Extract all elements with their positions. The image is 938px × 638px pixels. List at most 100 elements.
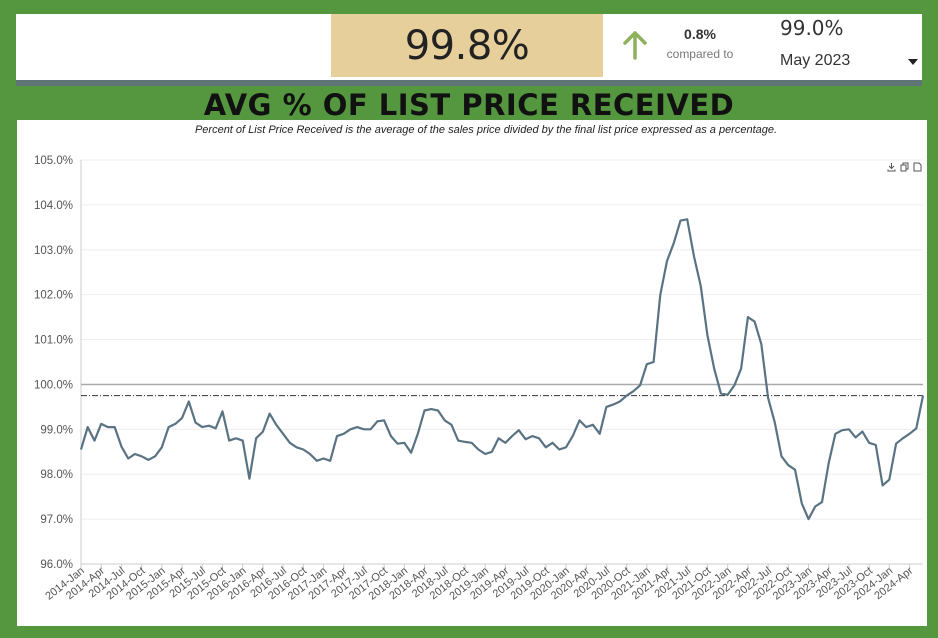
data-point[interactable]	[375, 419, 379, 423]
data-point[interactable]	[497, 436, 501, 440]
data-point[interactable]	[584, 425, 588, 429]
data-point[interactable]	[241, 439, 245, 443]
data-point[interactable]	[429, 407, 433, 411]
data-point[interactable]	[389, 434, 393, 438]
data-point[interactable]	[679, 219, 683, 223]
data-point[interactable]	[214, 426, 218, 430]
data-point[interactable]	[665, 259, 669, 263]
data-point[interactable]	[450, 423, 454, 427]
data-point[interactable]	[396, 442, 400, 446]
data-point[interactable]	[551, 441, 555, 445]
data-point[interactable]	[793, 468, 797, 472]
data-point[interactable]	[153, 454, 157, 458]
data-point[interactable]	[436, 409, 440, 413]
data-point[interactable]	[99, 422, 103, 426]
data-point[interactable]	[503, 441, 507, 445]
data-point[interactable]	[867, 441, 871, 445]
data-point[interactable]	[79, 448, 83, 452]
data-point[interactable]	[140, 454, 144, 458]
data-point[interactable]	[894, 442, 898, 446]
data-point[interactable]	[672, 241, 676, 245]
data-point[interactable]	[652, 360, 656, 364]
data-point[interactable]	[476, 448, 480, 452]
data-point[interactable]	[281, 432, 285, 436]
data-point[interactable]	[571, 434, 575, 438]
data-point[interactable]	[699, 284, 703, 288]
data-point[interactable]	[732, 383, 736, 387]
data-point[interactable]	[247, 477, 251, 481]
data-point[interactable]	[638, 383, 642, 387]
data-point[interactable]	[840, 428, 844, 432]
data-point[interactable]	[705, 333, 709, 337]
data-point[interactable]	[113, 425, 117, 429]
data-point[interactable]	[712, 367, 716, 371]
data-point[interactable]	[786, 463, 790, 467]
document-icon[interactable]	[913, 162, 922, 172]
data-point[interactable]	[322, 457, 326, 461]
data-point[interactable]	[234, 436, 238, 440]
data-point[interactable]	[369, 427, 373, 431]
data-point[interactable]	[180, 416, 184, 420]
data-point[interactable]	[409, 451, 413, 455]
data-point[interactable]	[328, 459, 332, 463]
data-point[interactable]	[759, 342, 763, 346]
data-point[interactable]	[921, 394, 925, 398]
data-point[interactable]	[807, 517, 811, 521]
data-point[interactable]	[126, 457, 130, 461]
data-point[interactable]	[854, 435, 858, 439]
data-point[interactable]	[173, 422, 177, 426]
data-point[interactable]	[119, 444, 123, 448]
data-point[interactable]	[658, 293, 662, 297]
data-point[interactable]	[362, 427, 366, 431]
data-point[interactable]	[780, 454, 784, 458]
data-point[interactable]	[268, 412, 272, 416]
data-point[interactable]	[382, 418, 386, 422]
data-point[interactable]	[881, 483, 885, 487]
data-point[interactable]	[611, 403, 615, 407]
data-point[interactable]	[288, 441, 292, 445]
data-point[interactable]	[200, 425, 204, 429]
data-point[interactable]	[187, 400, 191, 404]
data-point[interactable]	[887, 478, 891, 482]
data-point[interactable]	[227, 439, 231, 443]
data-point[interactable]	[800, 501, 804, 505]
data-point[interactable]	[901, 436, 905, 440]
data-point[interactable]	[207, 424, 211, 428]
data-point[interactable]	[537, 436, 541, 440]
data-point[interactable]	[645, 362, 649, 366]
data-point[interactable]	[335, 434, 339, 438]
data-point[interactable]	[93, 439, 97, 443]
data-point[interactable]	[766, 396, 770, 400]
data-point[interactable]	[719, 391, 723, 395]
data-point[interactable]	[692, 255, 696, 259]
data-point[interactable]	[517, 428, 521, 432]
data-point[interactable]	[106, 425, 110, 429]
data-point[interactable]	[557, 448, 561, 452]
data-point[interactable]	[443, 418, 447, 422]
data-point[interactable]	[833, 432, 837, 436]
data-point[interactable]	[416, 432, 420, 436]
data-point[interactable]	[490, 450, 494, 454]
data-point[interactable]	[301, 448, 305, 452]
data-point[interactable]	[348, 427, 352, 431]
data-point[interactable]	[591, 423, 595, 427]
data-point[interactable]	[914, 426, 918, 430]
data-point[interactable]	[908, 432, 912, 436]
data-point[interactable]	[295, 445, 299, 449]
data-point[interactable]	[402, 441, 406, 445]
data-point[interactable]	[860, 430, 864, 434]
data-point[interactable]	[598, 432, 602, 436]
data-point[interactable]	[315, 459, 319, 463]
data-point[interactable]	[685, 217, 689, 221]
data-point[interactable]	[355, 425, 359, 429]
data-point[interactable]	[342, 432, 346, 436]
data-point[interactable]	[456, 439, 460, 443]
data-point[interactable]	[194, 421, 198, 425]
data-point[interactable]	[167, 425, 171, 429]
copy-icon[interactable]	[900, 162, 909, 172]
data-point[interactable]	[524, 437, 528, 441]
data-point[interactable]	[510, 434, 514, 438]
data-point[interactable]	[739, 367, 743, 371]
data-point[interactable]	[146, 458, 150, 462]
data-point[interactable]	[618, 400, 622, 404]
